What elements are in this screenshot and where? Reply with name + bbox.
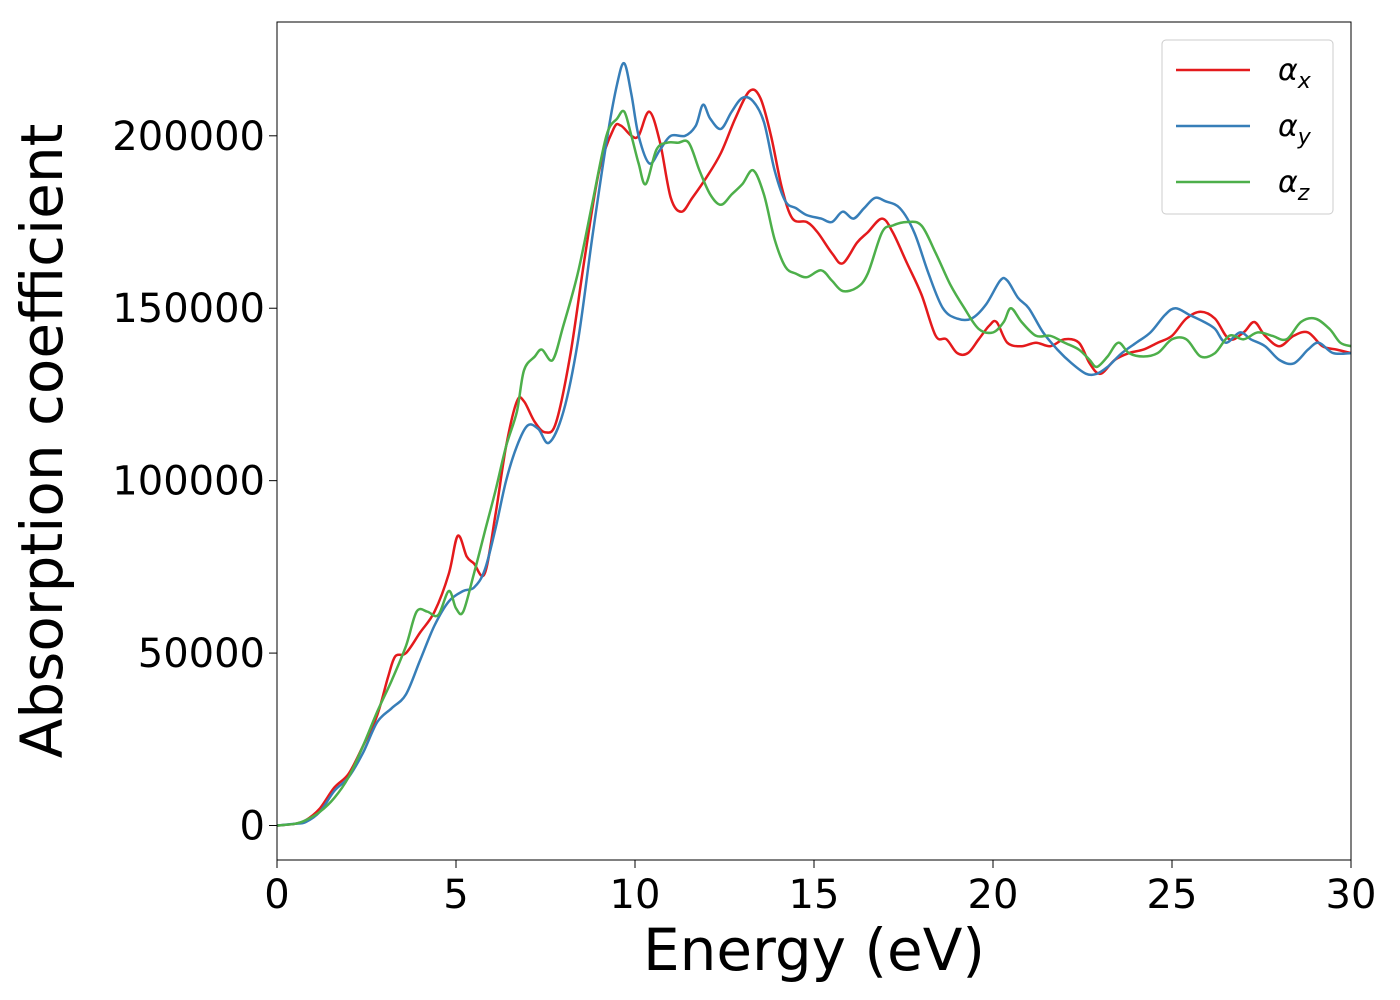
x-axis: 0 5 10 15 20 25 30 xyxy=(264,860,1376,918)
y-tick-label: 50000 xyxy=(138,631,265,677)
y-tick-label: 100000 xyxy=(112,459,265,505)
legend: αx αy αz xyxy=(1161,39,1334,215)
y-tick-label: 150000 xyxy=(112,286,265,332)
legend-label-y: αy xyxy=(1278,109,1312,150)
y-axis-title: Absorption coefficient xyxy=(8,124,76,759)
x-tick-label: 20 xyxy=(968,872,1019,918)
y-tick-label: 0 xyxy=(240,804,265,850)
y-axis: 0 50000 100000 150000 200000 xyxy=(112,114,277,850)
y-tick-label: 200000 xyxy=(112,114,265,160)
legend-label-x: αx xyxy=(1278,53,1312,94)
legend-label-z: αz xyxy=(1278,165,1310,206)
x-tick-label: 15 xyxy=(789,872,840,918)
series-layer xyxy=(276,62,1352,827)
x-tick-label: 10 xyxy=(610,872,661,918)
series-line-y xyxy=(276,62,1352,827)
x-tick-label: 5 xyxy=(443,872,468,918)
x-tick-label: 0 xyxy=(264,872,289,918)
x-tick-label: 25 xyxy=(1147,872,1198,918)
x-axis-title: Energy (eV) xyxy=(643,916,985,984)
x-tick-label: 30 xyxy=(1326,872,1377,918)
series-line-x xyxy=(276,88,1352,827)
series-line-z xyxy=(276,109,1352,827)
